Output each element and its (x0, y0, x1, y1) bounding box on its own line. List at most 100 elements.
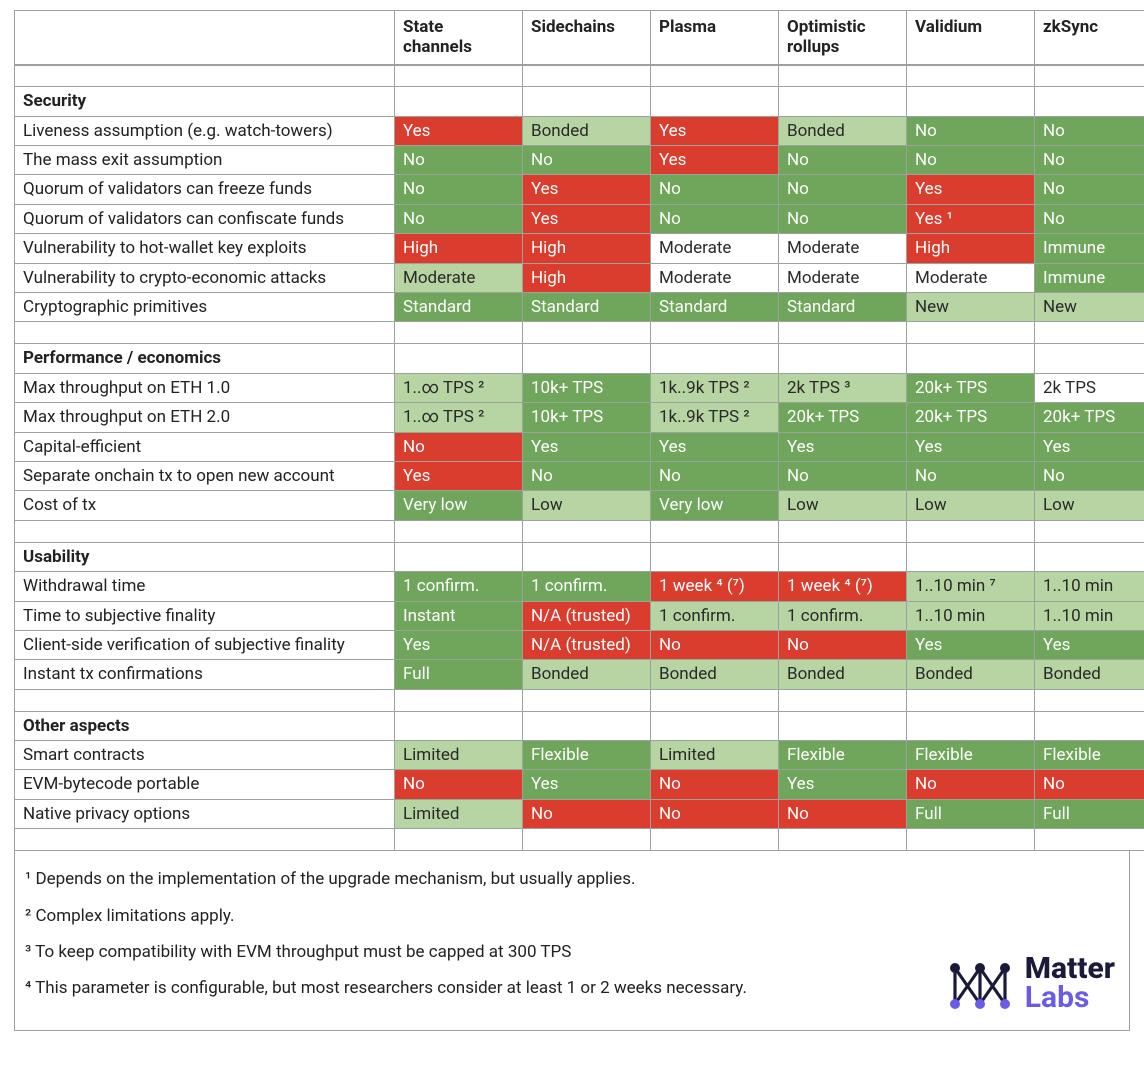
data-cell: 1 week ⁴ (⁷) (651, 572, 779, 601)
data-cell: Flexible (907, 741, 1035, 770)
spacer-row (15, 520, 1144, 542)
data-cell: Bonded (907, 660, 1035, 689)
data-cell: High (523, 234, 651, 263)
comparison-table: State channels Sidechains Plasma Optimis… (14, 10, 1144, 851)
data-cell: 1 confirm. (523, 572, 651, 601)
data-cell: No (651, 461, 779, 490)
data-cell: Bonded (523, 116, 651, 145)
data-cell: 1 confirm. (651, 601, 779, 630)
spacer-cell (907, 689, 1035, 711)
spacer-cell (651, 829, 779, 851)
section-empty-cell (779, 711, 907, 740)
data-cell: 1..∞ TPS ² (395, 403, 523, 432)
section-empty-cell (523, 87, 651, 116)
data-cell: Limited (395, 799, 523, 828)
data-cell: Yes (523, 432, 651, 461)
data-cell: Yes (779, 432, 907, 461)
table-row: The mass exit assumptionNoNoYesNoNoNo (15, 146, 1144, 175)
data-cell: Low (907, 491, 1035, 520)
spacer-cell (15, 65, 395, 87)
data-cell: 1 week ⁴ (⁷) (779, 572, 907, 601)
spacer-cell (779, 65, 907, 87)
data-cell: 20k+ TPS (907, 373, 1035, 402)
data-cell: Limited (395, 741, 523, 770)
data-cell: Standard (395, 293, 523, 322)
table-row: Time to subjective finalityInstantN/A (t… (15, 601, 1144, 630)
spacer-cell (651, 322, 779, 344)
table-row: Separate onchain tx to open new accountY… (15, 461, 1144, 490)
data-cell: Flexible (523, 741, 651, 770)
spacer-cell (395, 65, 523, 87)
data-cell: 20k+ TPS (1035, 403, 1144, 432)
data-cell: Yes (395, 630, 523, 659)
data-cell: Yes (395, 461, 523, 490)
spacer-cell (907, 322, 1035, 344)
data-cell: 20k+ TPS (907, 403, 1035, 432)
spacer-cell (395, 689, 523, 711)
table-row: Withdrawal time1 confirm.1 confirm.1 wee… (15, 572, 1144, 601)
data-cell: 1k..9k TPS ² (651, 403, 779, 432)
data-cell: 1..∞ TPS ² (395, 373, 523, 402)
spacer-cell (523, 322, 651, 344)
data-cell: No (1035, 175, 1144, 204)
data-cell: 10k+ TPS (523, 373, 651, 402)
data-cell: High (395, 234, 523, 263)
section-empty-cell (395, 87, 523, 116)
section-empty-cell (1035, 542, 1144, 571)
data-cell: No (651, 175, 779, 204)
table-row: Native privacy optionsLimitedNoNoNoFullF… (15, 799, 1144, 828)
data-cell: Very low (395, 491, 523, 520)
data-cell: Immune (1035, 234, 1144, 263)
footnote-1: ¹ Depends on the implementation of the u… (25, 863, 1119, 895)
data-cell: No (779, 146, 907, 175)
table-row: Liveness assumption (e.g. watch-towers)Y… (15, 116, 1144, 145)
data-cell: 1 confirm. (395, 572, 523, 601)
spacer-cell (523, 829, 651, 851)
table-row: Quorum of validators can confiscate fund… (15, 204, 1144, 233)
data-cell: 20k+ TPS (779, 403, 907, 432)
data-cell: No (907, 461, 1035, 490)
section-title: Performance / economics (15, 344, 395, 373)
spacer-cell (1035, 520, 1144, 542)
data-cell: No (523, 799, 651, 828)
data-cell: No (395, 146, 523, 175)
data-cell: Yes ¹ (907, 204, 1035, 233)
section-empty-cell (779, 344, 907, 373)
spacer-cell (15, 322, 395, 344)
data-cell: N/A (trusted) (523, 630, 651, 659)
row-label: Max throughput on ETH 1.0 (15, 373, 395, 402)
data-cell: No (1035, 204, 1144, 233)
section-empty-cell (395, 542, 523, 571)
section-empty-cell (1035, 87, 1144, 116)
data-cell: Yes (651, 146, 779, 175)
row-label: Cryptographic primitives (15, 293, 395, 322)
spacer-cell (1035, 322, 1144, 344)
data-cell: 1k..9k TPS ² (651, 373, 779, 402)
section-row: Security (15, 87, 1144, 116)
row-label: Vulnerability to hot-wallet key exploits (15, 234, 395, 263)
data-cell: No (395, 204, 523, 233)
spacer-cell (651, 689, 779, 711)
data-cell: Immune (1035, 263, 1144, 292)
brand-text: Matter Labs (1025, 955, 1115, 1012)
header-validium: Validium (907, 11, 1035, 65)
spacer-cell (15, 520, 395, 542)
spacer-cell (1035, 689, 1144, 711)
data-cell: New (1035, 293, 1144, 322)
data-cell: Low (1035, 491, 1144, 520)
data-cell: Yes (907, 432, 1035, 461)
section-empty-cell (395, 344, 523, 373)
row-label: Time to subjective finality (15, 601, 395, 630)
spacer-cell (1035, 65, 1144, 87)
data-cell: 1..10 min (1035, 572, 1144, 601)
data-cell: 2k TPS ³ (779, 373, 907, 402)
spacer-cell (907, 520, 1035, 542)
row-label: Withdrawal time (15, 572, 395, 601)
data-cell: Standard (523, 293, 651, 322)
section-title: Other aspects (15, 711, 395, 740)
data-cell: Limited (651, 741, 779, 770)
row-label: The mass exit assumption (15, 146, 395, 175)
data-cell: No (651, 204, 779, 233)
header-plasma: Plasma (651, 11, 779, 65)
section-empty-cell (651, 87, 779, 116)
